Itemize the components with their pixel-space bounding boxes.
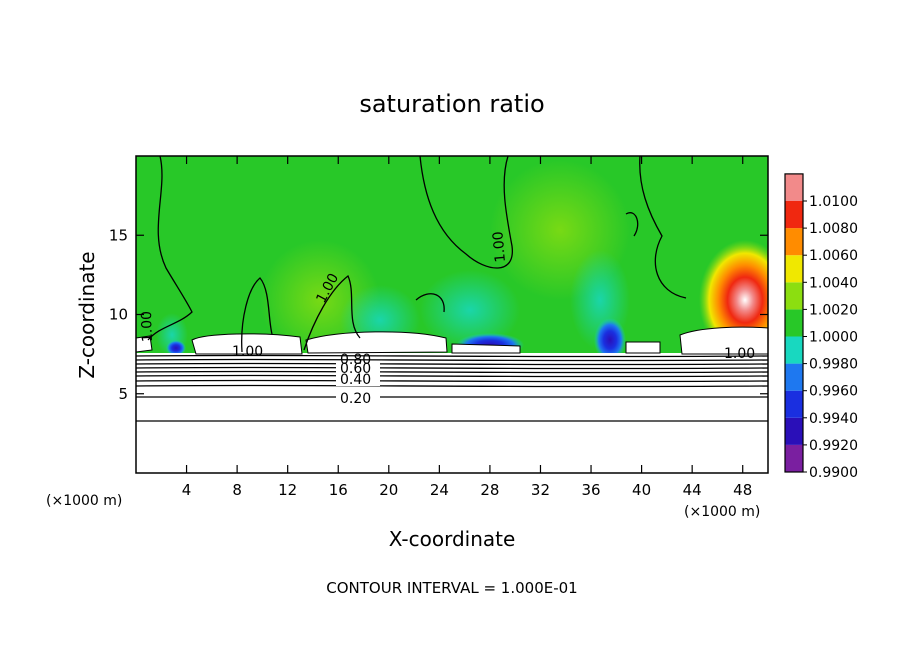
contour-label-100-b: 1.00 bbox=[724, 346, 755, 362]
x-tick-label: 36 bbox=[581, 481, 600, 499]
x-tick-label: 24 bbox=[430, 481, 449, 499]
colorbar-label: 1.0080 bbox=[809, 221, 858, 237]
x-tick-label: 32 bbox=[531, 481, 550, 499]
plot-area bbox=[136, 156, 768, 473]
colorbar-label: 1.0040 bbox=[809, 275, 858, 291]
colorbar-swatch bbox=[785, 336, 803, 364]
colorbar-label: 0.9980 bbox=[809, 357, 858, 373]
colorbar-swatch bbox=[785, 309, 803, 337]
white-patches bbox=[136, 326, 768, 355]
contour-interval-note: CONTOUR INTERVAL = 1.000E-01 bbox=[326, 579, 577, 597]
colorbar-swatch bbox=[785, 417, 803, 445]
contour-label-bg-040 bbox=[336, 370, 380, 386]
colorbar-swatch bbox=[785, 363, 803, 391]
colorbar-swatch bbox=[785, 201, 803, 229]
y-tick-label: 5 bbox=[118, 385, 128, 403]
colorbar-frame bbox=[784, 173, 804, 473]
colorbar-swatch bbox=[785, 173, 803, 201]
colorbar-swatch bbox=[785, 282, 803, 310]
contour-label-100-a: 1.00 bbox=[232, 344, 263, 360]
colorbar-label: 0.9960 bbox=[809, 384, 858, 400]
colorbar-label: 1.0060 bbox=[809, 248, 858, 264]
x-unit-label: (×1000 m) bbox=[684, 504, 760, 520]
contour-label-bg-060 bbox=[336, 361, 380, 373]
x-axis-title: X-coordinate bbox=[389, 527, 516, 551]
colorbar-label: 1.0000 bbox=[809, 330, 858, 346]
colorbar-label: 1.0100 bbox=[809, 194, 858, 210]
colorbar-label: 1.0020 bbox=[809, 302, 858, 318]
colorbar: 0.9900 0.9920 0.9940 0.9960 0.9980 1.0000 1.00… bbox=[784, 173, 858, 481]
x-tick-label: 20 bbox=[379, 481, 398, 499]
x-tick-label: 12 bbox=[278, 481, 297, 499]
field-features bbox=[156, 160, 768, 362]
x-tick-label: 28 bbox=[480, 481, 499, 499]
colorbar-swatch bbox=[785, 390, 803, 418]
x-tick-label: 44 bbox=[683, 481, 702, 499]
y-tick-label: 10 bbox=[109, 306, 128, 324]
z-unit-label: (×1000 m) bbox=[46, 493, 122, 509]
contour-label-080: 0.80 bbox=[340, 352, 371, 368]
y-axis-title: Z-coordinate bbox=[75, 251, 99, 378]
x-tick-label: 40 bbox=[632, 481, 651, 499]
colorbar-label: 0.9920 bbox=[809, 438, 858, 454]
colorbar-swatch bbox=[785, 228, 803, 256]
colorbar-label: 0.9900 bbox=[809, 465, 858, 481]
chart-title: saturation ratio bbox=[359, 90, 544, 118]
x-tick-label: 4 bbox=[182, 481, 192, 499]
contour-label-100-c: 1.00 bbox=[490, 231, 509, 263]
y-tick-label: 15 bbox=[109, 226, 128, 244]
contour-label-040: 0.40 bbox=[340, 372, 371, 388]
colorbar-swatch bbox=[785, 255, 803, 283]
x-tick-label: 48 bbox=[733, 481, 752, 499]
contour-label-020: 0.20 bbox=[340, 391, 371, 407]
contour-lines bbox=[136, 156, 768, 422]
colorbar-swatch bbox=[785, 444, 803, 472]
x-tick-label: 8 bbox=[232, 481, 242, 499]
x-tick-label: 16 bbox=[329, 481, 348, 499]
contour-label-060: 0.60 bbox=[340, 361, 371, 377]
colorbar-label: 0.9940 bbox=[809, 411, 858, 427]
contour-label-bg-020 bbox=[336, 388, 380, 406]
contour-label-100-e: 1.00 bbox=[139, 311, 156, 343]
